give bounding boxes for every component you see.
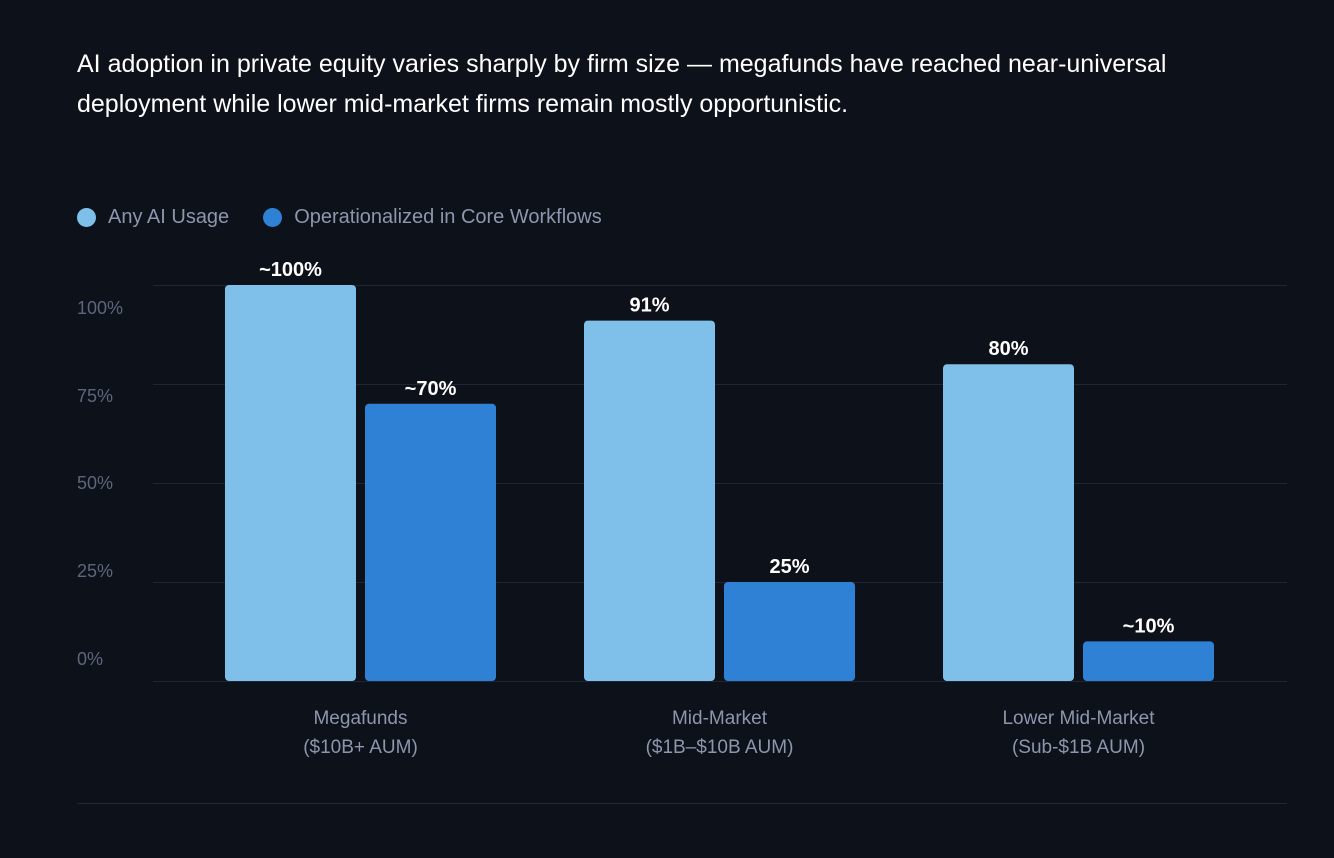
category-label-2: Lower Mid-Market [1002,708,1155,729]
legend-swatch-operationalized [263,208,283,227]
data-label-operationalized-0: ~70% [405,378,457,400]
data-label-any-ai-2: 80% [988,338,1028,360]
data-label-operationalized-1: 25% [769,556,809,578]
legend-item-operationalized[interactable]: Operationalized in Core Workflows [263,206,602,229]
category-sublabel-2: (Sub-$1B AUM) [1012,737,1145,758]
y-tick-label-0: 0% [77,649,103,669]
bar-any-ai-1 [584,320,715,681]
category-label-1: Mid-Market [672,708,768,729]
category-sublabel-1: ($1B–$10B AUM) [646,737,794,758]
data-label-any-ai-0: ~100% [259,259,322,281]
legend: Any AI Usage Operationalized in Core Wor… [77,206,636,229]
bar-operationalized-1 [724,582,855,681]
y-tick-label-25: 25% [77,561,113,581]
bar-operationalized-0 [365,403,496,681]
bar-any-ai-0 [225,285,356,681]
bar-any-ai-2 [943,364,1074,681]
data-label-any-ai-1: 91% [629,295,669,317]
y-tick-label-75: 75% [77,386,113,406]
legend-label-any-ai: Any AI Usage [108,206,230,228]
bar-operationalized-2 [1083,641,1214,681]
data-label-operationalized-2: ~10% [1123,615,1175,637]
chart-title: AI adoption in private equity varies sha… [77,50,1167,118]
legend-swatch-any-ai [77,208,96,227]
y-tick-label-100: 100% [77,298,123,318]
legend-label-operationalized: Operationalized in Core Workflows [294,206,602,228]
bottom-divider [77,803,1287,804]
bar-chart: 0% 25% 50% 75% 100% ~100% ~70% Megafunds ($10B+ … [77,259,1287,758]
y-tick-label-50: 50% [77,473,113,493]
legend-item-any-ai[interactable]: Any AI Usage [77,206,229,229]
category-sublabel-0: ($10B+ AUM) [303,737,418,758]
category-label-0: Megafunds [313,708,407,729]
